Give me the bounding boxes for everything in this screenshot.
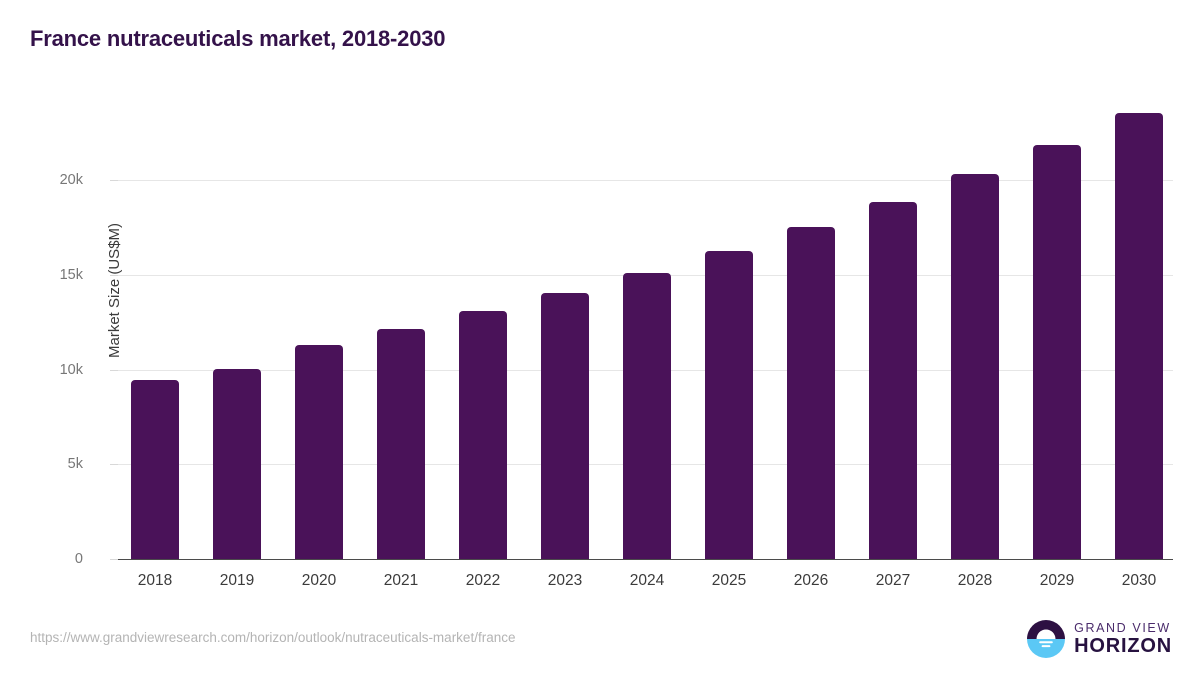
y-axis-tick-label: 15k <box>59 266 83 283</box>
y-axis-tick-mark <box>110 464 118 466</box>
source-url[interactable]: https://www.grandviewresearch.com/horizo… <box>30 630 516 645</box>
x-axis-tick-label: 2028 <box>957 572 993 589</box>
bar[interactable] <box>131 379 179 559</box>
bar[interactable] <box>705 251 753 559</box>
x-axis-tick-label: 2024 <box>629 572 665 589</box>
y-axis-tick-label: 20k <box>59 172 83 188</box>
y-axis-title: Market Size (US$M) <box>106 222 123 358</box>
y-axis-tick-mark <box>110 559 118 560</box>
y-axis-tick-mark <box>110 369 118 371</box>
bar[interactable] <box>541 292 589 559</box>
gridline <box>118 180 1173 181</box>
bar[interactable] <box>1033 144 1081 559</box>
x-axis-tick-label: 2026 <box>793 572 829 589</box>
bar[interactable] <box>295 344 343 559</box>
x-axis-tick-label: 2020 <box>301 572 337 589</box>
x-axis-tick-label: 2030 <box>1121 572 1157 589</box>
x-axis-tick-label: 2018 <box>137 572 173 589</box>
x-axis-line <box>118 559 1173 560</box>
x-axis-tick-label: 2023 <box>547 572 583 589</box>
bar[interactable] <box>951 174 999 559</box>
bar[interactable] <box>623 272 671 559</box>
x-axis-tick-label: 2022 <box>465 572 501 589</box>
x-axis-tick-label: 2027 <box>875 572 911 589</box>
bar[interactable] <box>213 368 261 559</box>
plot-area: Market Size (US$M) 0 5k 10k 15k 20k 2018 2019… <box>60 90 1173 589</box>
bar[interactable] <box>377 328 425 559</box>
bar[interactable] <box>869 201 917 559</box>
page-title: France nutraceuticals market, 2018-2030 <box>30 26 446 51</box>
logo-line-grand-view: GRAND VIEW <box>1074 620 1171 635</box>
horizon-logo-icon <box>1027 620 1066 658</box>
y-axis-tick-label: 0 <box>74 551 83 567</box>
logo-wordmark: GRAND VIEW HORIZON <box>1074 622 1172 657</box>
y-axis-tick-mark <box>110 180 118 181</box>
y-axis-tick-label: 10k <box>59 361 83 378</box>
bar[interactable] <box>459 310 507 559</box>
x-axis-tick-label: 2029 <box>1039 572 1075 589</box>
y-axis-tick-label: 5k <box>67 456 83 473</box>
y-axis-tick-mark <box>110 274 118 276</box>
grand-view-horizon-logo: GRAND VIEW HORIZON <box>1027 620 1172 658</box>
x-axis-tick-label: 2021 <box>383 572 419 589</box>
logo-line-horizon: HORIZON <box>1074 635 1172 658</box>
bar[interactable] <box>787 227 835 559</box>
x-axis-tick-label: 2019 <box>219 572 255 589</box>
x-axis-tick-label: 2025 <box>711 572 747 589</box>
bar[interactable] <box>1115 112 1163 559</box>
